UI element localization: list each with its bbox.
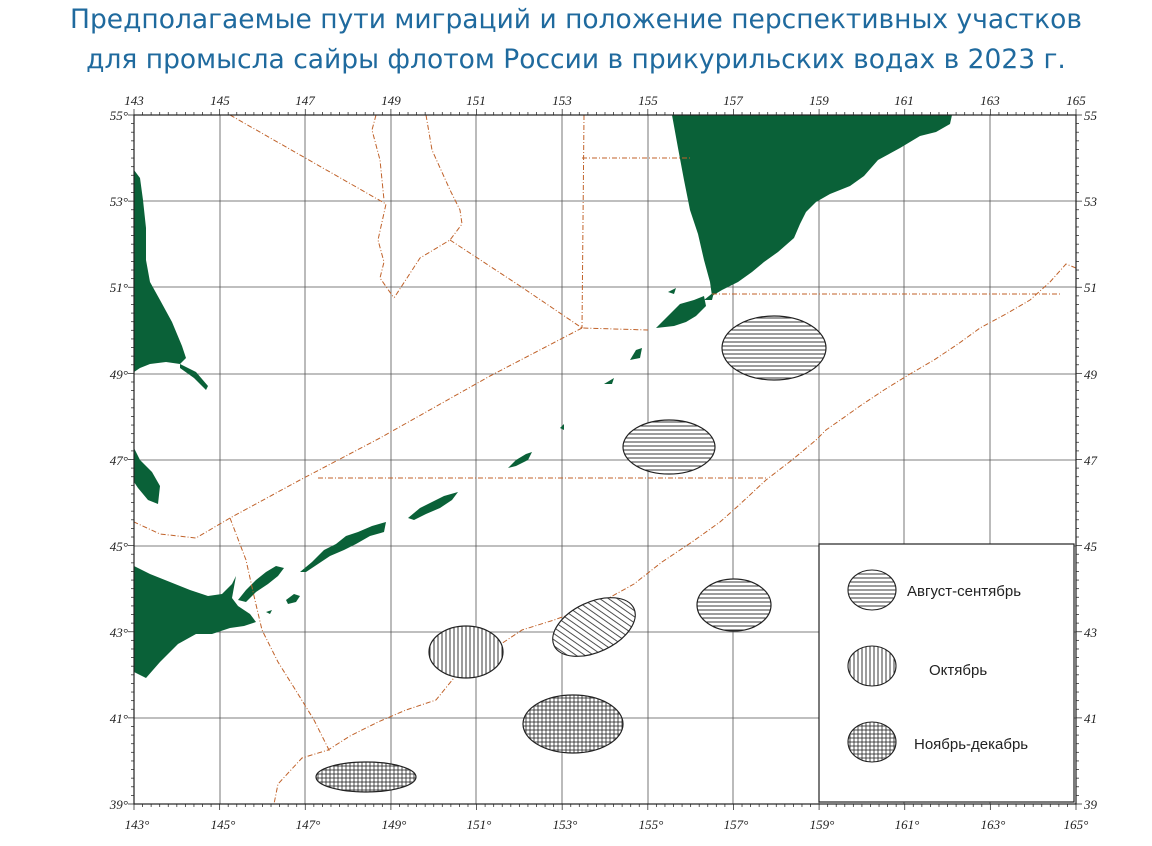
sakhalin-south-landmass bbox=[134, 448, 160, 504]
lon-label-bottom: 153° bbox=[553, 817, 578, 832]
boundary-line-okhotsk-north bbox=[371, 115, 385, 201]
paramushir-island bbox=[656, 296, 706, 328]
lat-label-right: 51 bbox=[1084, 280, 1097, 295]
legend-swatch-oct bbox=[847, 645, 897, 687]
lat-label-right: 45 bbox=[1084, 539, 1098, 554]
lon-label-top: 163 bbox=[980, 93, 1000, 108]
lon-label-bottom: 165° bbox=[1064, 817, 1089, 832]
zone-aug-sep-3 bbox=[696, 578, 772, 632]
urup-island bbox=[408, 492, 458, 520]
lat-label-right: 55 bbox=[1084, 108, 1098, 123]
lat-label-left: 39° bbox=[109, 797, 128, 812]
lon-label-bottom: 157° bbox=[724, 817, 749, 832]
zone-nov-dec-1 bbox=[522, 694, 624, 754]
boundary-line-kuril-inner bbox=[134, 327, 583, 539]
lon-label-top: 157 bbox=[723, 93, 743, 108]
lat-label-left: 49° bbox=[110, 367, 128, 382]
kunashir-island bbox=[238, 566, 284, 602]
lon-label-bottom: 147° bbox=[296, 817, 321, 832]
map-frame bbox=[133, 114, 1077, 805]
simushir-island bbox=[508, 452, 532, 468]
sakhalin-landmass bbox=[134, 170, 186, 372]
legend-label-nov-dec: Ноябрь-декабрь bbox=[914, 736, 1028, 753]
lat-label-right: 53 bbox=[1084, 194, 1098, 209]
zone-aug-sep-1 bbox=[721, 315, 827, 381]
title-line-2: для промысла сайры флотом России в прику… bbox=[86, 44, 1066, 75]
lat-label-left: 45° bbox=[110, 539, 128, 554]
lat-label-left: 53° bbox=[110, 194, 128, 209]
lon-label-bottom: 145° bbox=[211, 817, 236, 832]
lon-label-bottom: 155° bbox=[639, 817, 664, 832]
map-title: Предполагаемые пути миграций и положение… bbox=[0, 0, 1152, 80]
lat-label-right: 49 bbox=[1084, 367, 1098, 382]
lat-label-left: 55° bbox=[110, 108, 128, 123]
lon-label-bottom: 161° bbox=[895, 817, 920, 832]
boundary-line-okhotsk-central bbox=[393, 115, 463, 299]
lon-label-top: 145 bbox=[210, 93, 230, 108]
lon-label-bottom: 159° bbox=[810, 817, 835, 832]
habomai-islet bbox=[266, 610, 272, 614]
sakhalin-spit bbox=[180, 364, 208, 390]
lat-label-left: 47° bbox=[110, 453, 128, 468]
boundary-line-okhotsk-west bbox=[229, 115, 395, 299]
lon-label-top: 151 bbox=[466, 93, 486, 108]
lon-label-top: 165 bbox=[1066, 93, 1086, 108]
lat-label-left: 41° bbox=[110, 711, 128, 726]
boundary-line-meridian-153 bbox=[581, 115, 585, 329]
matua-island bbox=[560, 424, 564, 430]
legend-label-oct: Октябрь bbox=[929, 662, 987, 679]
shikotan-island bbox=[286, 594, 300, 604]
lon-label-bottom: 143° bbox=[125, 817, 150, 832]
boundary-line-okhotsk-diagonal bbox=[449, 239, 649, 331]
lon-label-top: 147 bbox=[295, 93, 315, 108]
zone-nov-dec-2 bbox=[315, 761, 417, 793]
kharimkotan-island bbox=[630, 348, 642, 360]
lon-label-top: 159 bbox=[809, 93, 829, 108]
shumshu-island bbox=[704, 292, 714, 300]
zone-oct-1 bbox=[428, 625, 504, 679]
lat-label-left: 51° bbox=[110, 280, 128, 295]
legend: Август-сентябрь Октябрь Ноябрь-декабрь bbox=[818, 543, 1075, 803]
lat-label-right: 39 bbox=[1083, 797, 1098, 812]
lon-label-top: 149 bbox=[381, 93, 401, 108]
legend-swatch-nov-dec bbox=[847, 721, 897, 763]
lat-label-right: 41 bbox=[1084, 711, 1097, 726]
legend-swatch-aug-sep bbox=[847, 569, 897, 611]
lat-label-right: 43 bbox=[1084, 625, 1098, 640]
boundary-line-eez-outer bbox=[273, 263, 1076, 804]
lon-label-bottom: 163° bbox=[981, 817, 1006, 832]
onekotan-island bbox=[668, 288, 676, 294]
lon-label-top: 161 bbox=[894, 93, 914, 108]
legend-label-aug-sep: Август-сентябрь bbox=[907, 583, 1021, 600]
lat-label-left: 43° bbox=[110, 625, 128, 640]
zone-aug-sep-2 bbox=[622, 419, 716, 475]
lon-label-top: 155 bbox=[638, 93, 658, 108]
shiashkotan-island bbox=[604, 378, 614, 384]
boundary-line-japan-lower bbox=[229, 517, 331, 753]
iturup-island bbox=[300, 522, 386, 572]
lat-label-right: 47 bbox=[1084, 453, 1098, 468]
kamchatka-landmass bbox=[672, 115, 952, 296]
lon-label-top: 143 bbox=[124, 93, 144, 108]
title-line-1: Предполагаемые пути миграций и положение… bbox=[70, 4, 1082, 35]
hokkaido-landmass bbox=[134, 566, 256, 678]
zone-oct-2 bbox=[552, 597, 636, 657]
lon-label-bottom: 151° bbox=[467, 817, 492, 832]
lon-label-bottom: 149° bbox=[382, 817, 407, 832]
lon-label-top: 153 bbox=[552, 93, 572, 108]
